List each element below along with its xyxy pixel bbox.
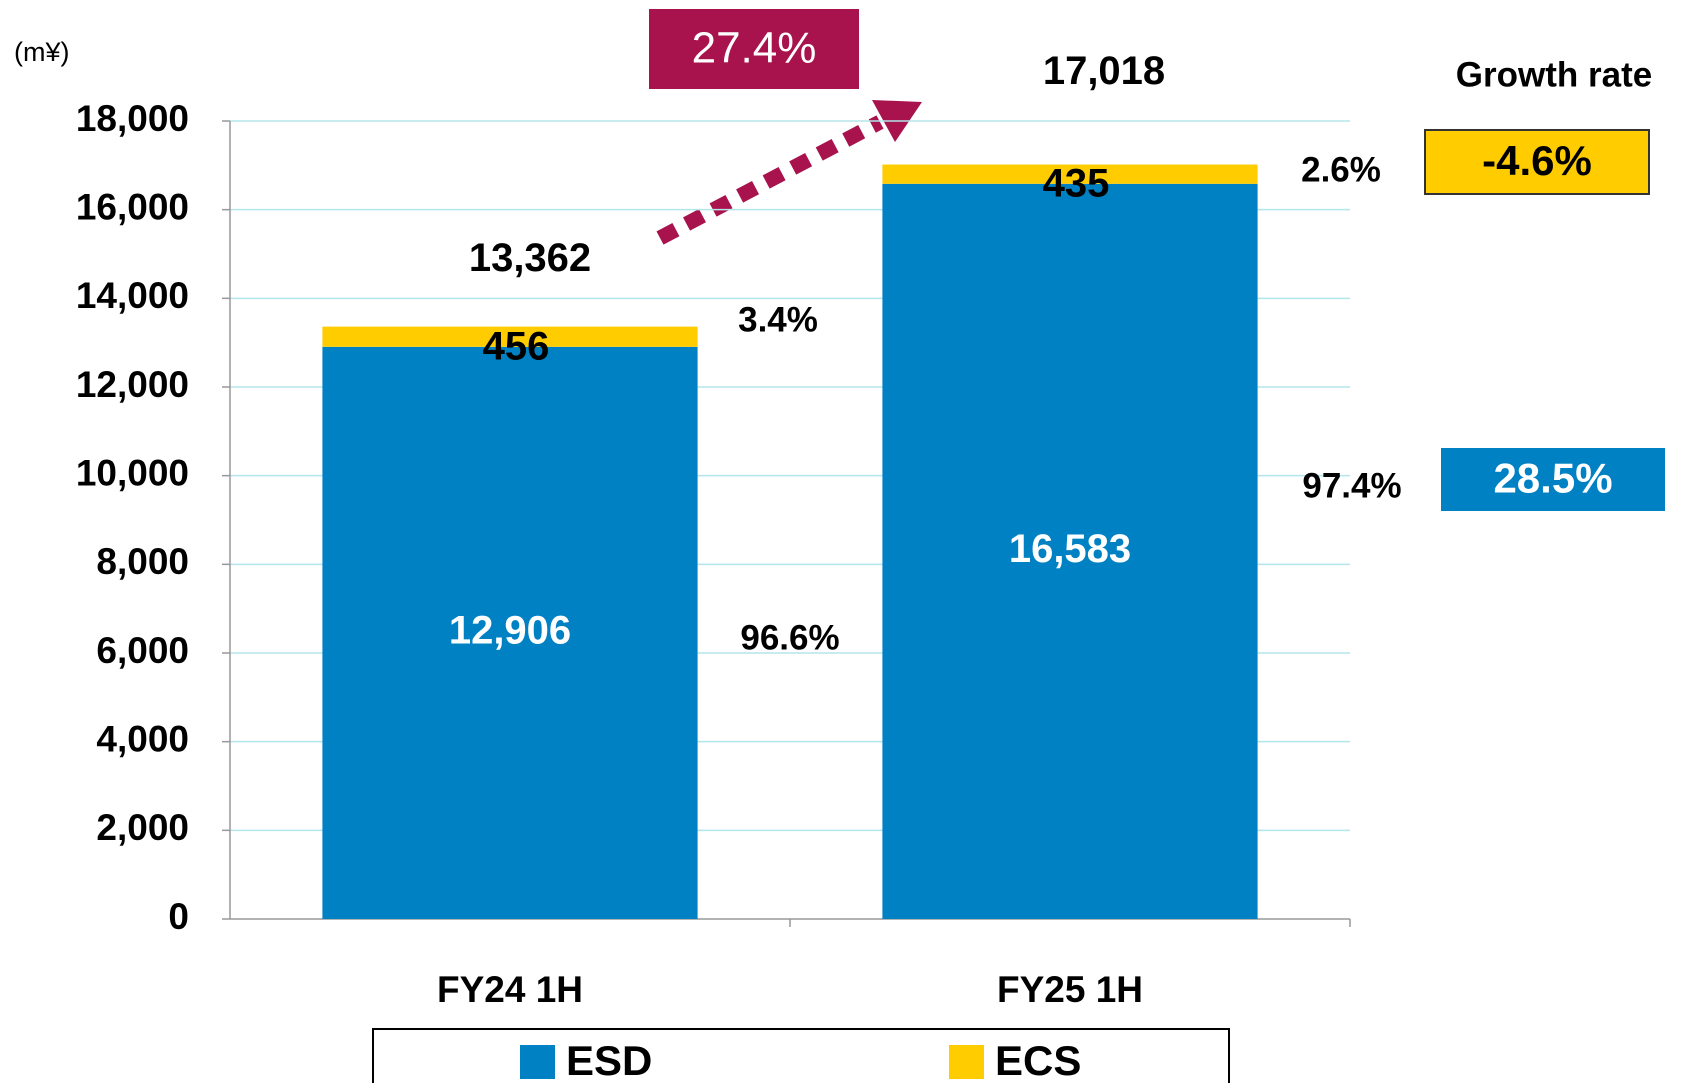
unit-label: (m¥): [14, 37, 70, 67]
legend: [372, 1028, 1230, 1083]
growth-label: -4.6%: [1482, 137, 1592, 184]
value-label: 456: [483, 324, 550, 368]
growth-arrow: [656, 115, 884, 245]
y-tick-label: 8,000: [96, 541, 189, 582]
value-label: 16,583: [1009, 527, 1131, 571]
growth-label: 28.5%: [1493, 455, 1612, 502]
legend-label: ESD: [566, 1037, 652, 1083]
y-tick-label: 10,000: [76, 452, 189, 493]
bar-segment: [322, 326, 698, 347]
y-tick-label: 16,000: [76, 186, 189, 227]
share-label: 97.4%: [1302, 466, 1401, 505]
y-tick-label: 6,000: [96, 630, 189, 671]
growth-box: [1424, 129, 1650, 195]
x-tick-label: FY24 1H: [437, 969, 583, 1010]
y-tick-label: 0: [168, 896, 189, 937]
total-growth-box: [649, 9, 859, 89]
y-tick-label: 18,000: [76, 98, 189, 139]
y-tick-label: 14,000: [76, 275, 189, 316]
total-growth-label: 27.4%: [692, 24, 817, 73]
growth-header: Growth rate: [1456, 55, 1652, 94]
value-label: 435: [1043, 161, 1110, 205]
x-tick-label: FY25 1H: [997, 969, 1143, 1010]
total-label: 17,018: [1043, 49, 1165, 93]
bar-segment: [882, 183, 1258, 920]
y-tick-label: 12,000: [76, 364, 189, 405]
legend-swatch: [520, 1045, 555, 1079]
share-label: 3.4%: [738, 300, 818, 339]
share-label: 96.6%: [740, 618, 839, 657]
value-label: 12,906: [449, 608, 571, 652]
bar-segment: [882, 164, 1258, 184]
legend-swatch: [949, 1045, 984, 1079]
y-tick-label: 2,000: [96, 807, 189, 848]
y-tick-label: 4,000: [96, 718, 189, 759]
legend-label: ECS: [995, 1037, 1081, 1083]
bar-segment: [322, 346, 698, 920]
growth-box: [1441, 448, 1665, 511]
total-label: 13,362: [469, 236, 591, 280]
share-label: 2.6%: [1301, 150, 1381, 189]
